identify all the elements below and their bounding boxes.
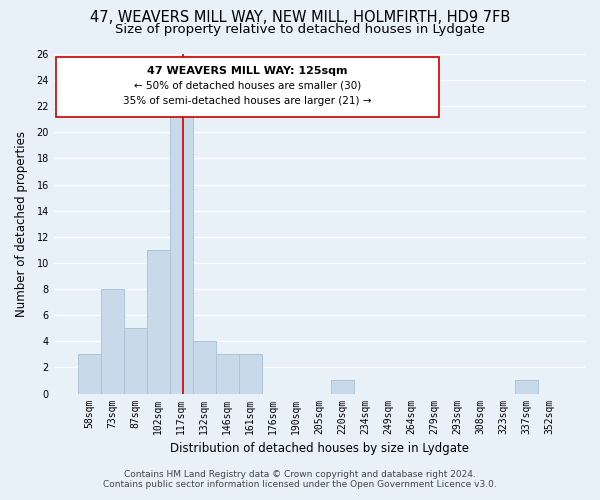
Text: 47 WEAVERS MILL WAY: 125sqm: 47 WEAVERS MILL WAY: 125sqm <box>148 66 348 76</box>
Bar <box>193 342 216 394</box>
Y-axis label: Number of detached properties: Number of detached properties <box>15 131 28 317</box>
Bar <box>331 380 354 394</box>
Text: 47, WEAVERS MILL WAY, NEW MILL, HOLMFIRTH, HD9 7FB: 47, WEAVERS MILL WAY, NEW MILL, HOLMFIRT… <box>90 10 510 25</box>
Bar <box>170 93 193 394</box>
Text: 35% of semi-detached houses are larger (21) →: 35% of semi-detached houses are larger (… <box>124 96 372 106</box>
Bar <box>101 289 124 394</box>
Bar <box>515 380 538 394</box>
Text: ← 50% of detached houses are smaller (30): ← 50% of detached houses are smaller (30… <box>134 80 361 90</box>
Text: Contains HM Land Registry data © Crown copyright and database right 2024.
Contai: Contains HM Land Registry data © Crown c… <box>103 470 497 489</box>
X-axis label: Distribution of detached houses by size in Lydgate: Distribution of detached houses by size … <box>170 442 469 455</box>
FancyBboxPatch shape <box>56 58 439 117</box>
Text: Size of property relative to detached houses in Lydgate: Size of property relative to detached ho… <box>115 22 485 36</box>
Bar <box>239 354 262 394</box>
Bar <box>78 354 101 394</box>
Bar <box>216 354 239 394</box>
Bar <box>124 328 147 394</box>
Bar <box>147 250 170 394</box>
